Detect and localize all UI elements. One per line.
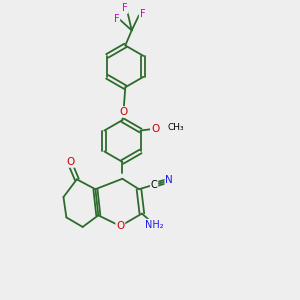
Text: CH₃: CH₃ (167, 123, 184, 132)
Text: O: O (66, 157, 75, 167)
Text: F: F (122, 3, 128, 13)
Text: F: F (140, 9, 145, 19)
Text: N: N (165, 176, 173, 185)
Text: F: F (114, 14, 119, 24)
Text: O: O (120, 107, 128, 117)
Text: O: O (151, 124, 159, 134)
Text: O: O (116, 221, 124, 231)
Text: NH₂: NH₂ (145, 220, 164, 230)
Text: C: C (151, 180, 158, 190)
